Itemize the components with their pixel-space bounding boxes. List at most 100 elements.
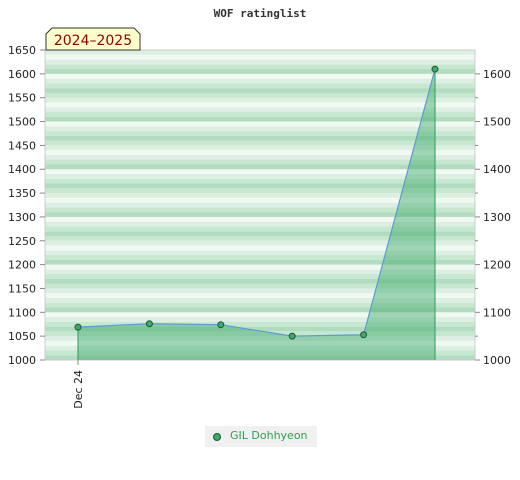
background-band bbox=[45, 269, 475, 275]
background-band bbox=[45, 336, 475, 341]
background-band bbox=[45, 83, 475, 89]
background-band bbox=[45, 240, 475, 246]
background-band bbox=[45, 193, 475, 198]
data-point bbox=[288, 332, 296, 340]
background-band bbox=[45, 159, 475, 165]
data-point bbox=[145, 320, 153, 328]
line-layer bbox=[77, 68, 436, 360]
background-band bbox=[45, 236, 475, 241]
background-band bbox=[45, 54, 475, 60]
background-band bbox=[45, 135, 475, 141]
y-tick-label: 1150 bbox=[8, 282, 36, 295]
right-axis: 1000 1100 1200 1300 1400 1500 1600 bbox=[475, 68, 511, 367]
data-point bbox=[360, 331, 368, 339]
background-band bbox=[45, 259, 475, 265]
background-band bbox=[45, 307, 475, 313]
background-band bbox=[45, 126, 475, 132]
background-band bbox=[45, 178, 475, 184]
data-point bbox=[431, 65, 439, 73]
background-band bbox=[45, 245, 475, 251]
background-band bbox=[45, 112, 475, 117]
y-tick-label: 1350 bbox=[8, 187, 36, 200]
y-tick-label: 1000 bbox=[483, 354, 511, 367]
background-band bbox=[45, 59, 475, 65]
background-band bbox=[45, 154, 475, 160]
area-layer bbox=[78, 69, 435, 361]
y-tick-label: 1600 bbox=[483, 68, 511, 81]
background-band bbox=[45, 207, 475, 213]
legend: GIL Dohhyeon bbox=[205, 426, 317, 447]
points-layer bbox=[74, 65, 439, 340]
background-band bbox=[45, 226, 475, 232]
background-band bbox=[45, 183, 475, 189]
background-band bbox=[45, 174, 475, 179]
background-band bbox=[45, 197, 475, 203]
background-band bbox=[45, 221, 475, 227]
y-tick-label: 1100 bbox=[8, 306, 36, 319]
background-band bbox=[45, 216, 475, 222]
background-band bbox=[45, 102, 475, 108]
data-point bbox=[74, 323, 82, 331]
background-band bbox=[45, 97, 475, 103]
season-label: 2024–2025 bbox=[54, 33, 132, 49]
background-band bbox=[45, 145, 475, 151]
y-tick-label: 1250 bbox=[8, 235, 36, 248]
background-band bbox=[45, 164, 475, 170]
y-tick-label: 1200 bbox=[8, 259, 36, 272]
background-band bbox=[45, 212, 475, 217]
background-band bbox=[45, 69, 475, 74]
background-band bbox=[45, 131, 475, 136]
season-badge: 2024–2025 bbox=[45, 27, 141, 51]
series-area bbox=[78, 69, 435, 361]
background-band bbox=[45, 293, 475, 298]
background-band bbox=[45, 288, 475, 294]
background-band bbox=[45, 278, 475, 284]
background-band bbox=[45, 88, 475, 93]
y-tick-label: 1500 bbox=[8, 116, 36, 129]
y-tick-label: 1300 bbox=[483, 211, 511, 224]
series-line bbox=[77, 68, 436, 337]
x-tick-label: Dec 24 bbox=[72, 370, 85, 409]
background-band bbox=[45, 73, 475, 79]
background-band bbox=[45, 169, 475, 174]
background-band bbox=[45, 350, 475, 356]
background-band bbox=[45, 283, 475, 289]
data-point bbox=[217, 321, 225, 329]
x-axis: Dec 24 bbox=[72, 360, 85, 409]
legend-marker-icon bbox=[213, 433, 221, 441]
left-axis: 1000 1050 1100 1150 1200 1250 1300 1350 1400 1450… bbox=[8, 44, 45, 367]
background-band bbox=[45, 121, 475, 127]
background-bands bbox=[44, 49, 476, 361]
y-tick-label: 1000 bbox=[8, 354, 36, 367]
y-tick-label: 1650 bbox=[8, 44, 36, 57]
y-tick-label: 1100 bbox=[483, 306, 511, 319]
background-band bbox=[45, 150, 475, 155]
plot-border bbox=[44, 49, 476, 361]
chart-title: WOF ratinglist bbox=[214, 7, 307, 20]
background-band bbox=[45, 255, 475, 260]
y-tick-label: 1300 bbox=[8, 211, 36, 224]
background-band bbox=[45, 140, 475, 146]
background-band bbox=[45, 340, 475, 346]
background-band bbox=[45, 317, 475, 322]
y-tick-label: 1550 bbox=[8, 92, 36, 105]
background-band bbox=[45, 50, 475, 55]
y-tick-label: 1200 bbox=[483, 259, 511, 272]
y-tick-label: 1400 bbox=[483, 163, 511, 176]
background-band bbox=[45, 302, 475, 308]
background-band bbox=[45, 312, 475, 318]
background-band bbox=[45, 188, 475, 194]
background-band bbox=[45, 274, 475, 279]
background-band bbox=[45, 78, 475, 84]
y-tick-label: 1050 bbox=[8, 330, 36, 343]
background-band bbox=[45, 345, 475, 351]
background-band bbox=[45, 92, 475, 98]
y-tick-label: 1600 bbox=[8, 68, 36, 81]
background-band bbox=[45, 331, 475, 337]
y-tick-label: 1450 bbox=[8, 139, 36, 152]
legend-label: GIL Dohhyeon bbox=[230, 429, 308, 442]
background-band bbox=[45, 202, 475, 208]
background-band bbox=[45, 298, 475, 303]
background-band bbox=[45, 250, 475, 256]
